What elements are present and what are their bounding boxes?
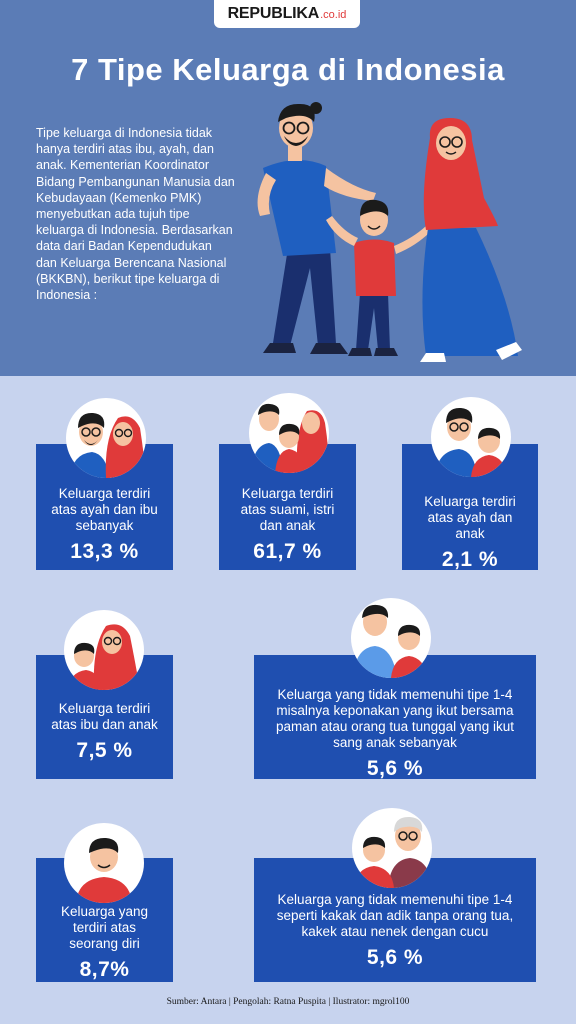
grandparent-grandchild-icon xyxy=(352,808,432,888)
card-text: Keluarga terdiri atas ibu dan anak xyxy=(51,701,158,732)
card-value: 5,6 % xyxy=(366,946,424,969)
mother-child-icon xyxy=(64,610,144,690)
father-mother-icon xyxy=(66,398,146,478)
single-person-icon xyxy=(64,823,144,903)
family-illustration xyxy=(257,102,522,362)
card-text: Keluarga yang terdiri atas seorang diri xyxy=(60,904,149,951)
card-value: 61,7 % xyxy=(253,540,322,563)
mother-figure xyxy=(420,118,522,362)
logo-name: REPUBLIKA xyxy=(227,5,320,22)
card-value: 8,7% xyxy=(79,958,130,981)
intro-text: Tipe keluarga di Indonesia tidak hanya t… xyxy=(36,126,235,303)
page-title: 7 Tipe Keluarga di Indonesia xyxy=(71,52,505,87)
card-value: 13,3 % xyxy=(70,540,139,563)
card-text: Keluarga yang tidak memenuhi tipe 1-4 se… xyxy=(276,892,514,939)
family-icon xyxy=(249,393,329,473)
card-text: Keluarga terdiri atas ayah dan anak xyxy=(424,494,516,541)
header-section: REPUBLIKA .co.id 7 Tipe Keluarga di Indo… xyxy=(0,0,576,376)
logo-suffix: .co.id xyxy=(320,9,347,21)
source-credit: Sumber: Antara | Pengolah: Ratna Puspita… xyxy=(166,997,410,1007)
uncle-nephew-icon xyxy=(351,598,431,678)
card-text: Keluarga terdiri atas ayah dan ibu seban… xyxy=(51,486,158,533)
card-value: 2,1 % xyxy=(441,548,499,571)
card-text: Keluarga yang tidak memenuhi tipe 1-4 mi… xyxy=(276,687,514,750)
father-child-icon xyxy=(431,397,511,477)
father-figure xyxy=(257,102,376,354)
card-text: Keluarga terdiri atas suami, istri dan a… xyxy=(240,486,335,533)
card-value: 7,5 % xyxy=(76,739,133,762)
card-value: 5,6 % xyxy=(366,757,424,780)
republika-logo[interactable]: REPUBLIKA .co.id xyxy=(214,0,360,28)
child-figure xyxy=(326,199,430,356)
